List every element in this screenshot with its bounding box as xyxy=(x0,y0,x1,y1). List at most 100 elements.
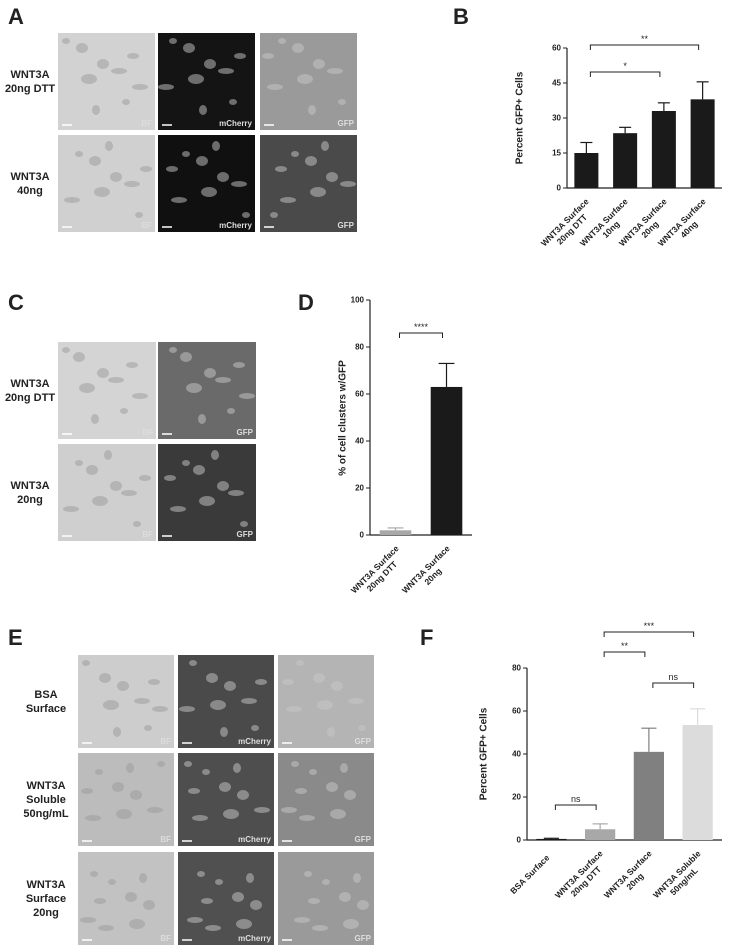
channel-label: GFP xyxy=(337,119,354,128)
cell xyxy=(201,187,217,197)
cell xyxy=(104,450,112,460)
panel-letter: D xyxy=(298,290,314,315)
y-tick-label: 60 xyxy=(355,389,364,399)
row-label: WNT3A 20ng DTT xyxy=(4,377,56,404)
cell xyxy=(202,769,210,775)
significance-label: *** xyxy=(643,621,655,631)
cell xyxy=(313,673,325,683)
bar xyxy=(613,133,638,188)
cell xyxy=(127,53,139,59)
cell xyxy=(224,681,236,691)
cell xyxy=(132,393,148,399)
cell xyxy=(92,105,100,115)
cell xyxy=(295,788,307,794)
cell xyxy=(304,871,312,877)
cell xyxy=(330,809,346,819)
bar xyxy=(682,724,713,840)
cell xyxy=(120,408,128,414)
cell xyxy=(92,496,108,506)
cell xyxy=(182,460,190,466)
cell xyxy=(326,782,338,792)
cell xyxy=(292,43,304,53)
cell xyxy=(281,807,297,813)
cell xyxy=(358,725,366,731)
cell xyxy=(97,59,109,69)
row-label: WNT3A 20ng DTT xyxy=(4,68,56,95)
cell xyxy=(215,377,231,383)
cell xyxy=(229,99,237,105)
channel-label: BF xyxy=(160,737,171,746)
cell xyxy=(99,673,111,683)
cell xyxy=(309,769,317,775)
cell xyxy=(124,181,140,187)
y-tick-label: 30 xyxy=(552,113,561,123)
cell xyxy=(133,521,141,527)
channel-label: BF xyxy=(160,835,171,844)
cell xyxy=(344,790,356,800)
cell xyxy=(218,68,234,74)
channel-label: GFP xyxy=(236,428,253,437)
cell xyxy=(188,788,200,794)
cell xyxy=(94,187,110,197)
cell xyxy=(111,68,127,74)
micrograph xyxy=(278,852,374,945)
significance-bracket xyxy=(589,44,700,50)
cell xyxy=(310,187,326,197)
cell xyxy=(116,809,132,819)
panel-letter: F xyxy=(420,625,434,650)
cell xyxy=(90,871,98,877)
cell xyxy=(199,105,207,115)
y-tick-label: 80 xyxy=(355,342,364,352)
cell xyxy=(219,782,231,792)
cell xyxy=(348,698,364,704)
cell xyxy=(198,414,206,424)
bar xyxy=(690,99,715,188)
cell xyxy=(158,84,174,90)
cell xyxy=(81,74,97,84)
cell xyxy=(275,166,287,172)
significance-label: ** xyxy=(620,641,629,651)
cell xyxy=(89,156,101,166)
channel-label: mCherry xyxy=(219,221,252,230)
cell xyxy=(183,43,195,53)
cell xyxy=(220,727,228,737)
micrograph xyxy=(58,33,155,130)
y-axis-label: Percent GFP+ Cells xyxy=(514,71,526,165)
cell xyxy=(327,68,343,74)
cell xyxy=(62,347,70,353)
cell xyxy=(170,506,186,512)
significance-label: ** xyxy=(640,34,649,44)
y-tick-label: 60 xyxy=(512,706,521,716)
cell xyxy=(280,197,296,203)
bar xyxy=(536,838,567,840)
cell xyxy=(130,790,142,800)
channel-label: GFP xyxy=(337,221,354,230)
cell xyxy=(147,807,163,813)
cell xyxy=(193,465,205,475)
cell xyxy=(81,788,93,794)
cell xyxy=(217,172,229,182)
cell xyxy=(237,790,249,800)
cell xyxy=(134,698,150,704)
cell xyxy=(204,368,216,378)
y-tick-label: 15 xyxy=(552,148,561,158)
cell xyxy=(255,679,267,685)
cell xyxy=(267,84,283,90)
bar xyxy=(585,829,616,840)
y-tick-label: 80 xyxy=(512,663,521,673)
channel-label: BF xyxy=(141,221,152,230)
cell xyxy=(188,74,204,84)
cell xyxy=(308,898,320,904)
cell xyxy=(228,490,244,496)
significance-label: ns xyxy=(570,794,581,804)
cell xyxy=(339,892,351,902)
cell xyxy=(217,481,229,491)
cell xyxy=(103,700,119,710)
micrograph xyxy=(158,33,255,130)
bar xyxy=(574,153,599,188)
cell xyxy=(286,706,302,712)
cell xyxy=(313,59,325,69)
significance-label: * xyxy=(623,61,627,71)
cell xyxy=(95,769,103,775)
cell xyxy=(166,166,178,172)
